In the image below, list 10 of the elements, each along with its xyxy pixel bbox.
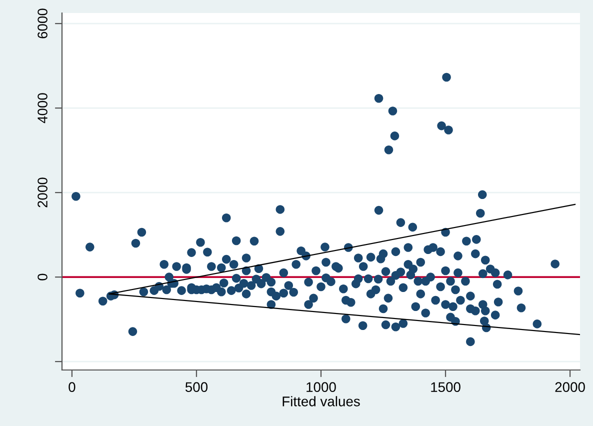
- x-tick-label: 1000: [306, 382, 336, 392]
- x-tick-label: 2000: [555, 382, 585, 392]
- y-tick-label: 6000: [38, 8, 48, 38]
- x-axis-title: Fitted values: [282, 396, 360, 406]
- x-tick-label: 500: [185, 382, 208, 392]
- y-tick-label: 4000: [38, 93, 48, 124]
- y-tick-label: 2000: [38, 178, 48, 208]
- x-tick-label: 1500: [431, 382, 460, 392]
- x-tick-label: 0: [68, 382, 76, 392]
- y-tick-label: 0: [38, 274, 48, 280]
